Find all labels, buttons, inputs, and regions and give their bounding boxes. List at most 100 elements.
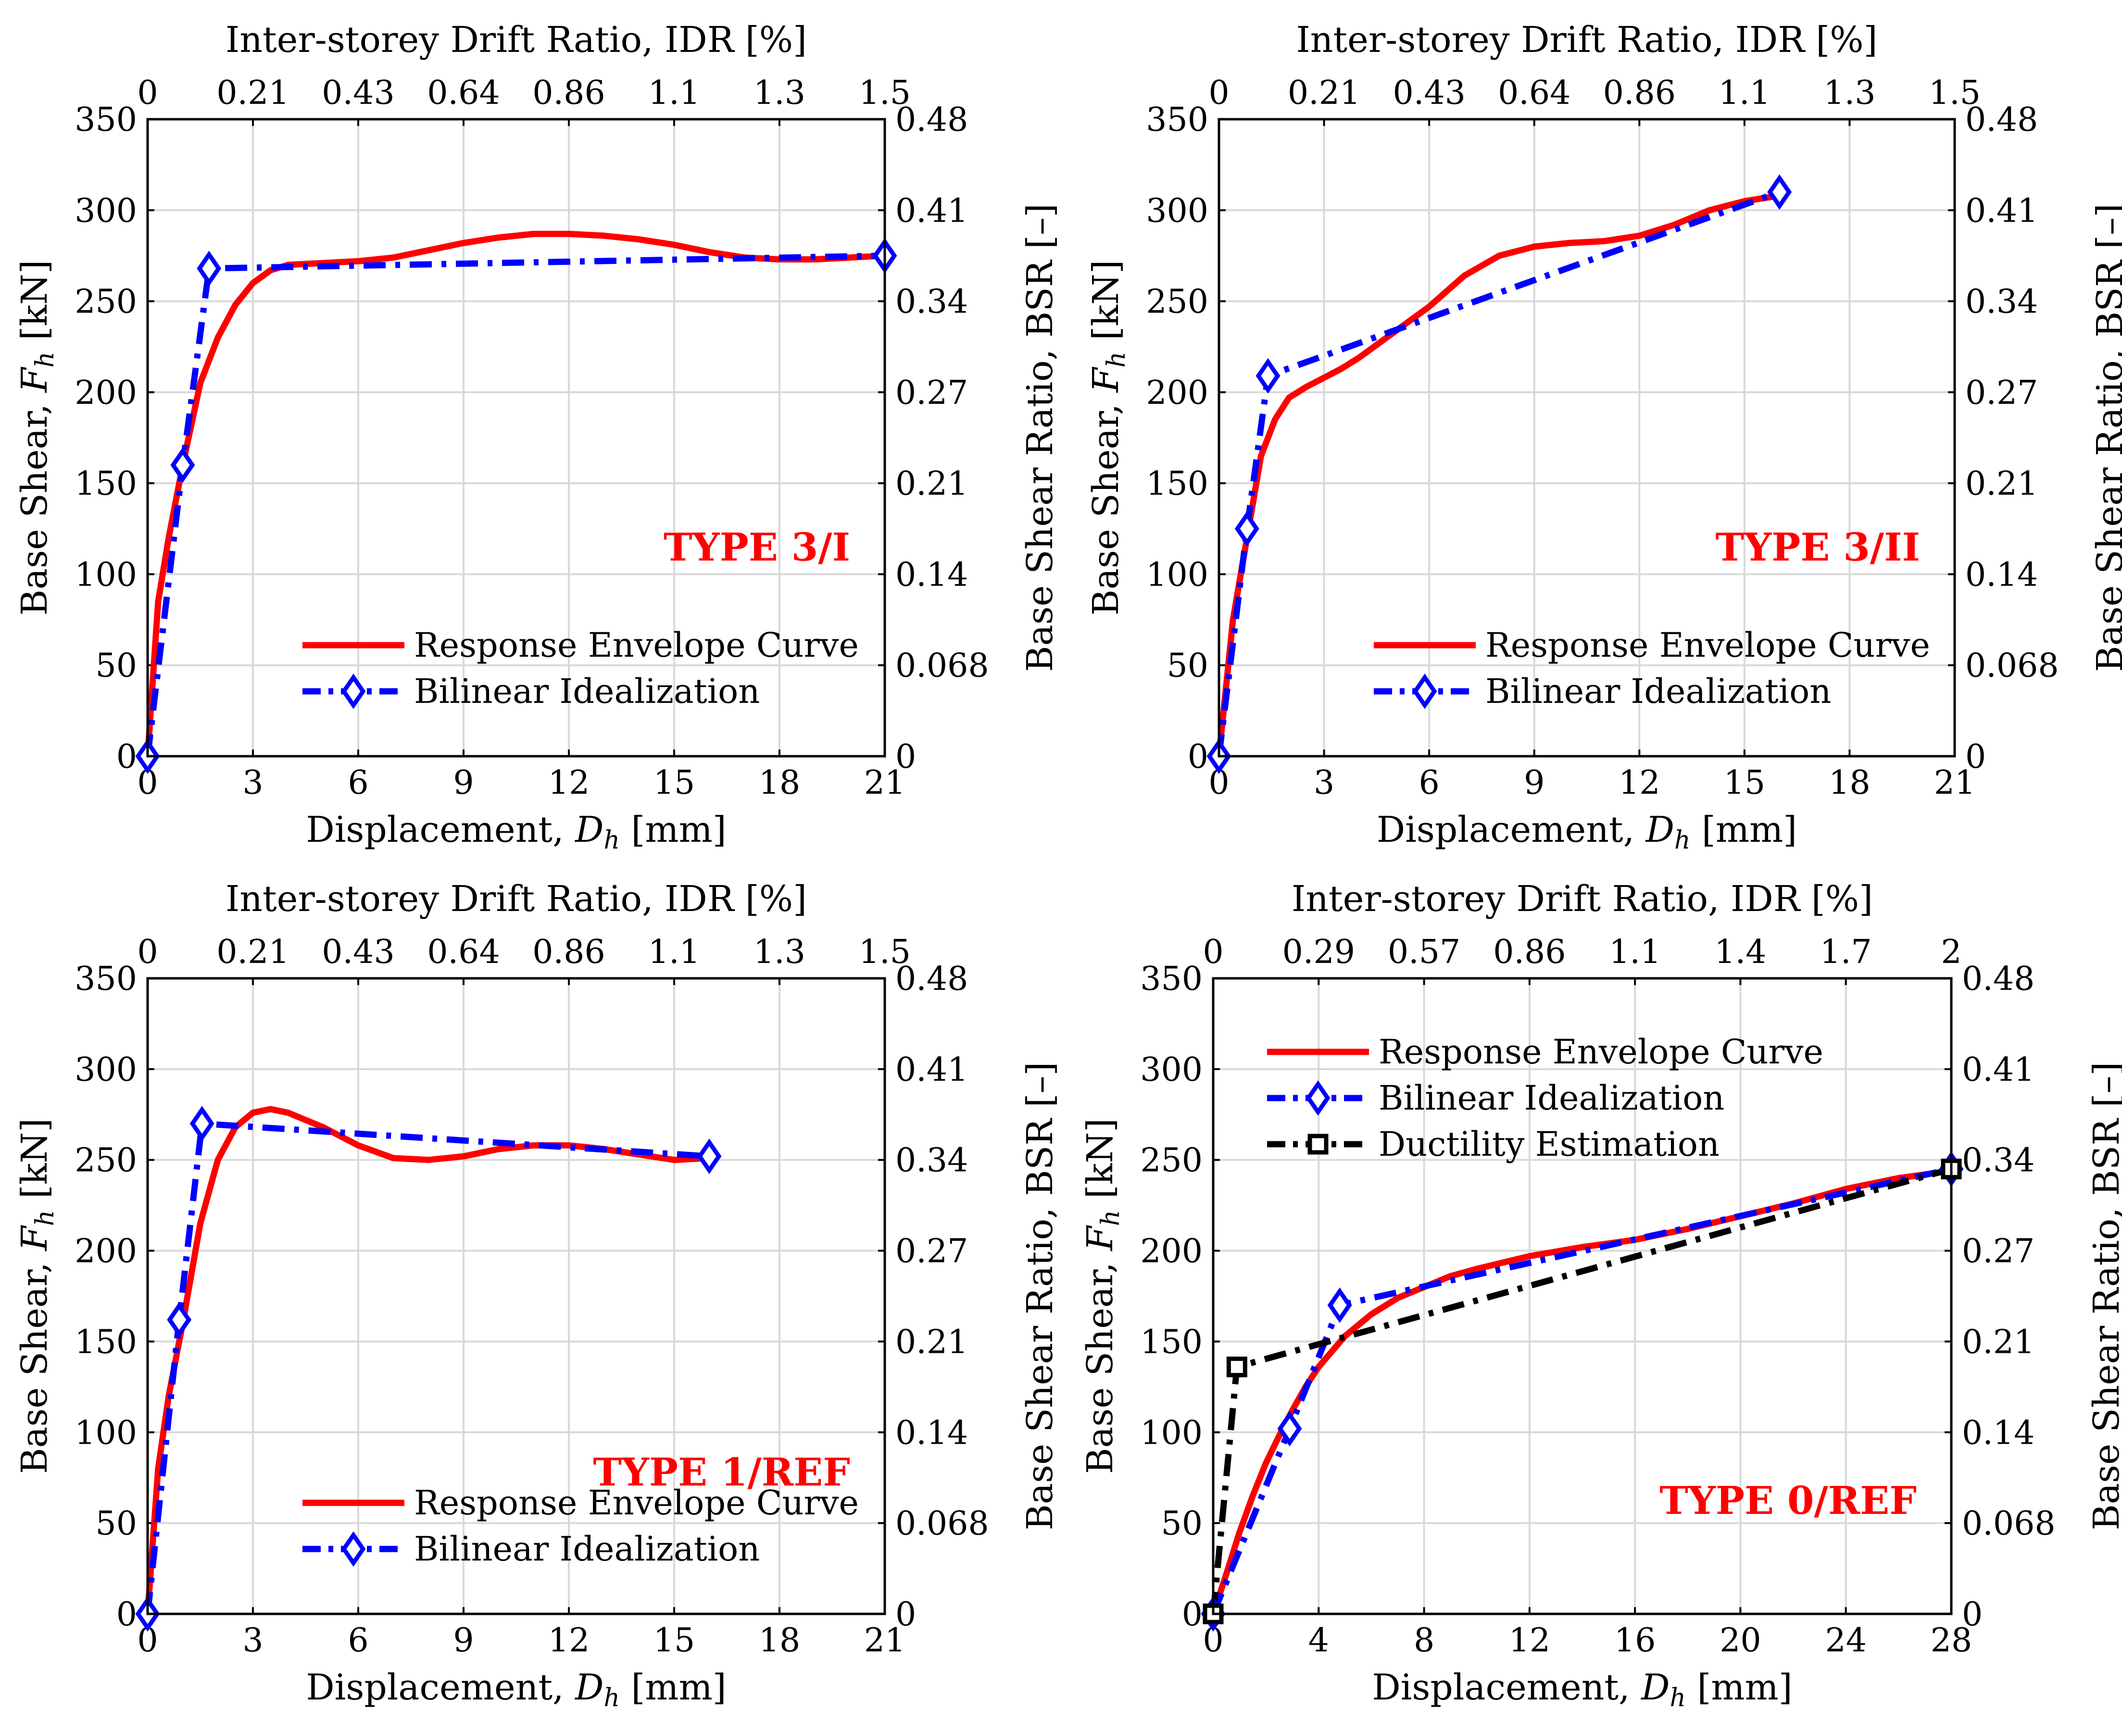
legend-marker-diamond — [341, 1531, 366, 1567]
y-tick-label: 0 — [116, 738, 137, 776]
series-line-bilinear-idealization — [144, 252, 885, 757]
y-tick-label: 250 — [1146, 283, 1208, 321]
plot-area — [1219, 119, 1955, 756]
x2-tick-label: 0.29 — [1282, 933, 1355, 971]
y-tick-label: 350 — [1146, 101, 1208, 139]
legend: Response Envelope Curve Bilinear Idealiza… — [1374, 625, 1930, 711]
y2-tick-label: 0.068 — [895, 647, 989, 685]
y2-tick-label: 0.21 — [1962, 1323, 2034, 1361]
data-point-diamond — [1234, 511, 1259, 547]
x2-tick-label: 0.86 — [1603, 74, 1676, 112]
x2-axis-label: Inter-storey Drift Ratio, IDR [%] — [1296, 19, 1878, 61]
y2-tick-label: 0 — [1965, 738, 1986, 776]
data-point-diamond — [189, 1106, 214, 1142]
x-tick-label: 9 — [453, 1622, 474, 1660]
x2-tick-label: 0.43 — [1393, 74, 1465, 112]
y-tick-label: 50 — [1161, 1505, 1203, 1543]
data-point-diamond — [1256, 358, 1281, 394]
x2-tick-label: 0.64 — [427, 74, 500, 112]
y-tick-label: 200 — [75, 1233, 137, 1271]
x-tick-label: 9 — [1524, 764, 1544, 802]
x-tick-label: 15 — [653, 1622, 695, 1660]
chart-panel-4: 0 4 8 12 16 20 24 280 0.29 0.57 0.86 1.1 1.4 1.7 20501… — [1080, 878, 2122, 1712]
legend-entry: Response Envelope Curve — [414, 1483, 859, 1523]
x2-tick-label: 1.3 — [753, 933, 805, 971]
x2-tick-label: 1.1 — [1719, 74, 1770, 112]
x2-tick-label: 0 — [137, 933, 158, 971]
y-tick-label: 100 — [1140, 1414, 1203, 1452]
x2-tick-label: 0.57 — [1388, 933, 1460, 971]
data-point-diamond — [197, 250, 222, 287]
series-line-bilinear-idealization — [1216, 189, 1781, 757]
y2-tick-label: 0.21 — [1965, 465, 2038, 503]
legend: Response Envelope Curve Bilinear Idealiza… — [302, 625, 859, 711]
series-line-bilinear-idealization — [144, 1120, 710, 1614]
chart-panel-2: 0 3 6 9 12 15 18 210 0.21 0.43 0.64 0.86 1.1 1.3 1.505… — [1085, 19, 2122, 855]
y-tick-label: 350 — [75, 960, 137, 998]
x-tick-label: 3 — [242, 764, 263, 802]
axes-frame — [1212, 977, 1953, 1615]
x2-axis-label: Inter-storey Drift Ratio, IDR [%] — [226, 19, 807, 61]
x-tick-label: 18 — [1829, 764, 1871, 802]
y2-axis-label: Base Shear Ratio, BSR [–] — [2089, 203, 2122, 672]
x-tick-label: 20 — [1720, 1622, 1761, 1660]
x-tick-label: 15 — [1724, 764, 1766, 802]
y2-tick-label: 0.27 — [895, 374, 968, 412]
y-tick-label: 50 — [95, 647, 137, 685]
y-tick-label: 200 — [1146, 374, 1208, 412]
y-tick-label: 300 — [75, 1051, 137, 1089]
chart-panel-1: 0 3 6 9 12 15 18 210 0.21 0.43 0.64 0.86 1.1 1.3 1.505… — [14, 19, 1061, 855]
x-tick-label: 16 — [1614, 1622, 1656, 1660]
x2-tick-label: 1.7 — [1820, 933, 1872, 971]
y2-tick-label: 0.14 — [1962, 1414, 2034, 1452]
x-tick-label: 18 — [759, 764, 801, 802]
data-point-square — [1226, 1356, 1247, 1377]
x2-tick-label: 1.3 — [1823, 74, 1875, 112]
y-tick-label: 200 — [1140, 1233, 1203, 1271]
legend-marker-diamond — [1412, 674, 1437, 709]
data-point-diamond — [1767, 174, 1792, 210]
y2-tick-label: 0.068 — [1965, 647, 2059, 685]
y2-tick-label: 0.14 — [1965, 556, 2038, 594]
data-point-diamond — [1327, 1287, 1352, 1323]
x2-tick-label: 0.64 — [427, 933, 500, 971]
x2-tick-label: 0.21 — [1288, 74, 1360, 112]
y-tick-label: 200 — [75, 374, 137, 412]
y2-tick-label: 0.41 — [895, 192, 968, 230]
panel-type-label: TYPE 3/I — [664, 525, 850, 570]
x-tick-label: 9 — [453, 764, 474, 802]
x2-tick-label: 0.86 — [532, 933, 605, 971]
x2-tick-label: 1.1 — [648, 933, 700, 971]
x-tick-label: 28 — [1931, 1622, 1972, 1660]
y2-tick-label: 0 — [1962, 1596, 1983, 1634]
y2-tick-label: 0.41 — [895, 1051, 968, 1089]
y-tick-label: 150 — [75, 465, 137, 503]
y2-axis-label: Base Shear Ratio, BSR [–] — [2086, 1062, 2122, 1531]
data-point-diamond — [170, 447, 195, 483]
y-tick-label: 0 — [116, 1596, 137, 1634]
x2-axis-label: Inter-storey Drift Ratio, IDR [%] — [1292, 878, 1873, 920]
x2-tick-label: 0.86 — [532, 74, 605, 112]
plot-area — [148, 119, 885, 756]
series-line-response-envelope-curve — [1216, 192, 1780, 757]
y2-tick-label: 0.34 — [1962, 1142, 2034, 1180]
panel-type-label: TYPE 3/II — [1716, 525, 1920, 570]
x-tick-label: 6 — [1419, 764, 1440, 802]
y2-tick-label: 0 — [895, 738, 916, 776]
y-tick-label: 300 — [1146, 192, 1208, 230]
y2-tick-label: 0.068 — [1962, 1505, 2056, 1543]
y-tick-label: 350 — [1140, 960, 1203, 998]
series-line-bilinear-idealization — [1210, 1166, 1952, 1615]
x-tick-label: 12 — [548, 1622, 590, 1660]
y2-tick-label: 0.21 — [895, 465, 968, 503]
panel-type-label: TYPE 1/REF — [593, 1449, 850, 1495]
legend-entry: Bilinear Idealization — [1485, 672, 1831, 711]
x2-tick-label: 0 — [1203, 933, 1223, 971]
axes-frame — [146, 977, 886, 1615]
x2-tick-label: 2 — [1941, 933, 1961, 971]
y-axis-label: Base Shear, Fh [kN] — [1080, 1118, 1125, 1474]
data-point-diamond — [1277, 1411, 1302, 1447]
x-tick-label: 6 — [348, 764, 368, 802]
y2-tick-label: 0.41 — [1965, 192, 2038, 230]
